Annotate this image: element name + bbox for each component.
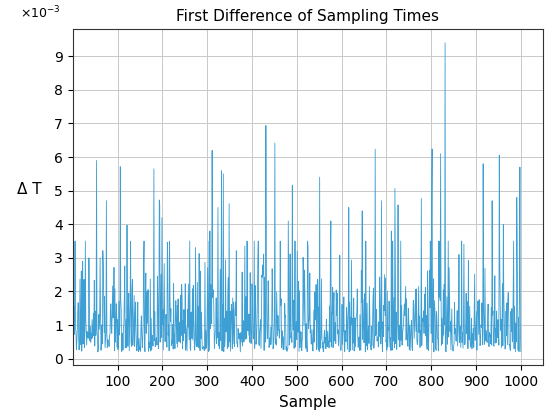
- X-axis label: Sample: Sample: [279, 395, 337, 409]
- Text: $\times10^{-3}$: $\times10^{-3}$: [20, 5, 60, 21]
- Y-axis label: Δ T: Δ T: [17, 182, 41, 197]
- Title: First Difference of Sampling Times: First Difference of Sampling Times: [176, 9, 440, 24]
